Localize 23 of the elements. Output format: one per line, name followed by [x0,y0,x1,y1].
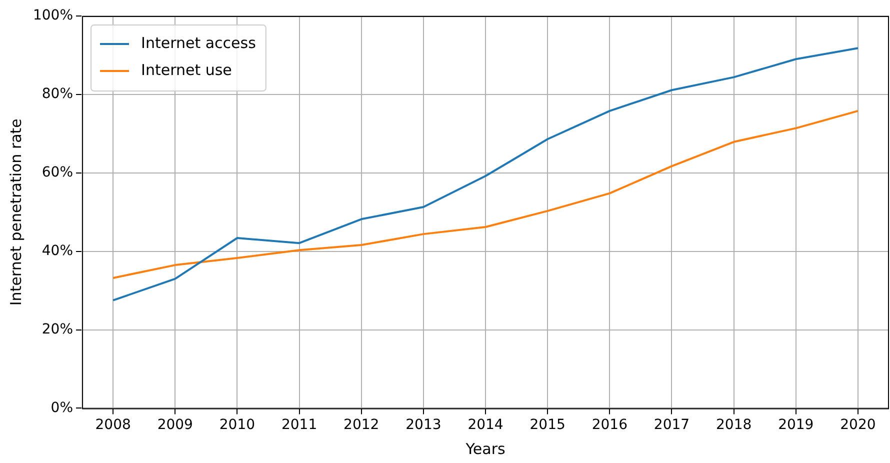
x-tick-label: 2013 [406,417,442,434]
x-tick-label: 2017 [654,417,690,434]
y-axis-title: Internet penetration rate [6,118,25,306]
x-tick-label: 2019 [778,417,814,434]
y-tick-label: 40% [42,242,74,259]
x-tick-label: 2012 [344,417,380,434]
y-tick-label: 100% [32,8,74,24]
x-tick-label: 2016 [592,417,628,434]
x-axis-title: Years [464,440,506,458]
legend-label: Internet use [141,60,232,79]
y-tick-label: 20% [42,321,74,338]
y-tick-label: 60% [42,164,74,181]
x-tick-label: 2009 [157,417,193,434]
x-tick-label: 2020 [840,417,876,434]
legend-label: Internet access [141,34,256,52]
y-tick-label: 80% [42,86,74,102]
x-tick-label: 2018 [716,417,752,434]
y-tick-label: 0% [50,400,74,416]
x-tick-label: 2011 [281,417,318,434]
x-tick-label: 2008 [95,417,131,434]
x-tick-label: 2010 [219,417,256,434]
x-tick-label: 2015 [530,417,566,434]
x-tick-label: 2014 [468,417,504,434]
